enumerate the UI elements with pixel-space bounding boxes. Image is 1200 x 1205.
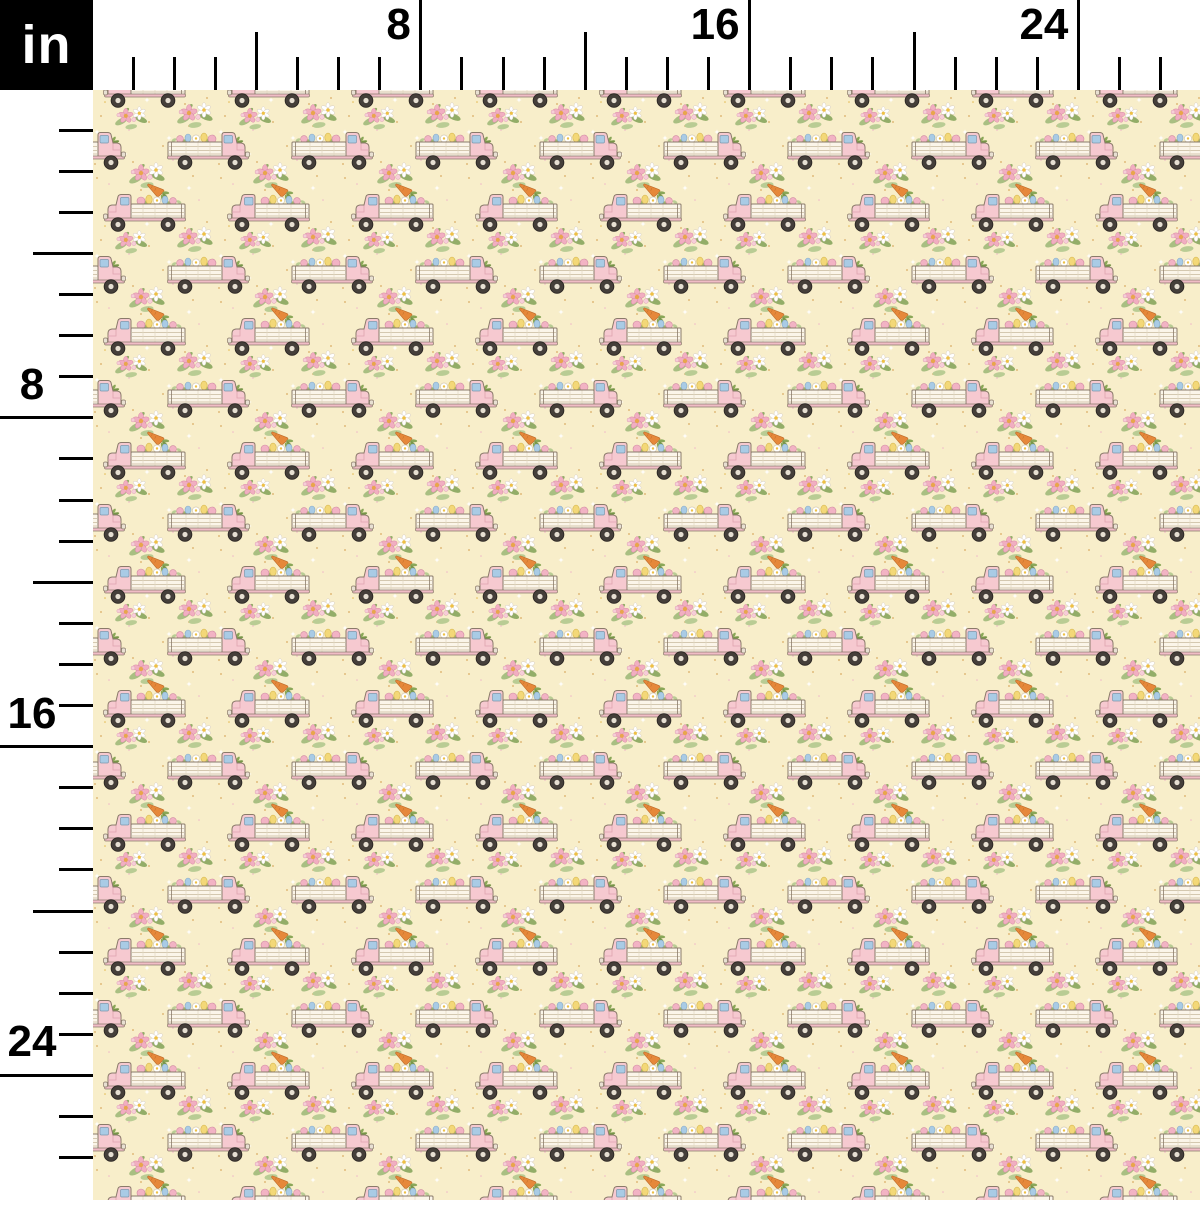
left-ruler-label: 16 (7, 688, 57, 738)
left-ruler-tick (59, 375, 93, 379)
left-ruler-tick (59, 498, 93, 502)
top-ruler-tick (460, 57, 464, 90)
left-ruler-tick (59, 1156, 93, 1160)
left-ruler-tick (59, 539, 93, 543)
fabric-swatch (93, 90, 1200, 1200)
top-ruler-tick (624, 57, 628, 90)
left-ruler-tick (59, 457, 93, 461)
left-ruler-tick (59, 293, 93, 296)
left-ruler-tick (59, 334, 93, 338)
top-ruler-tick (172, 57, 176, 90)
left-ruler-tick (33, 251, 93, 255)
left-ruler-tick (59, 786, 93, 790)
fabric-pattern-image (93, 90, 1200, 1200)
left-ruler-tick (59, 621, 93, 625)
left-ruler-tick (59, 1115, 93, 1118)
top-ruler-tick (994, 57, 998, 90)
top-ruler: 8 16 24 (0, 0, 1200, 90)
ruler-unit-box: in (0, 0, 93, 90)
left-ruler-label: 8 (19, 359, 45, 409)
top-ruler-tick (830, 57, 834, 90)
top-ruler-tick (501, 57, 505, 90)
top-ruler-tick (1035, 57, 1039, 90)
top-ruler-tick (665, 57, 669, 90)
top-ruler-label: 24 (1019, 0, 1069, 49)
top-ruler-label: 16 (690, 0, 740, 49)
top-ruler-tick (1159, 57, 1163, 90)
left-ruler-label: 24 (7, 1017, 57, 1067)
top-ruler-tick (912, 32, 916, 90)
top-ruler-tick (131, 57, 135, 90)
left-ruler-tick (59, 991, 93, 995)
top-ruler-tick (378, 57, 382, 90)
top-ruler-tick (1118, 57, 1121, 90)
left-ruler-tick (33, 580, 93, 584)
left-ruler-tick (59, 1032, 93, 1036)
top-ruler-tick (213, 57, 217, 90)
top-ruler-tick (1076, 0, 1080, 90)
top-ruler-tick (707, 57, 710, 90)
left-ruler-tick (59, 169, 93, 173)
left-ruler-tick (59, 950, 93, 954)
top-ruler-tick (953, 57, 957, 90)
top-ruler-tick (583, 32, 587, 90)
left-ruler-tick (0, 745, 93, 749)
ruler-unit-label: in (21, 15, 72, 75)
top-ruler-tick (254, 32, 258, 90)
top-ruler-tick (296, 57, 299, 90)
top-ruler-label: 8 (386, 0, 411, 49)
left-ruler-tick (0, 1073, 93, 1077)
left-ruler-tick (59, 128, 93, 132)
left-ruler-tick (0, 416, 93, 420)
left-ruler-tick (59, 827, 93, 831)
left-ruler: 8 16 24 (0, 0, 93, 1200)
left-ruler-tick (33, 909, 93, 913)
left-ruler-tick (59, 868, 93, 872)
left-ruler-tick (59, 704, 93, 707)
left-ruler-tick (59, 210, 93, 214)
top-ruler-tick (871, 57, 875, 90)
left-ruler-tick (59, 662, 93, 666)
top-ruler-tick (748, 0, 752, 90)
top-ruler-tick (542, 57, 546, 90)
top-ruler-tick (789, 57, 793, 90)
top-ruler-tick (419, 0, 423, 90)
top-ruler-tick (337, 57, 341, 90)
